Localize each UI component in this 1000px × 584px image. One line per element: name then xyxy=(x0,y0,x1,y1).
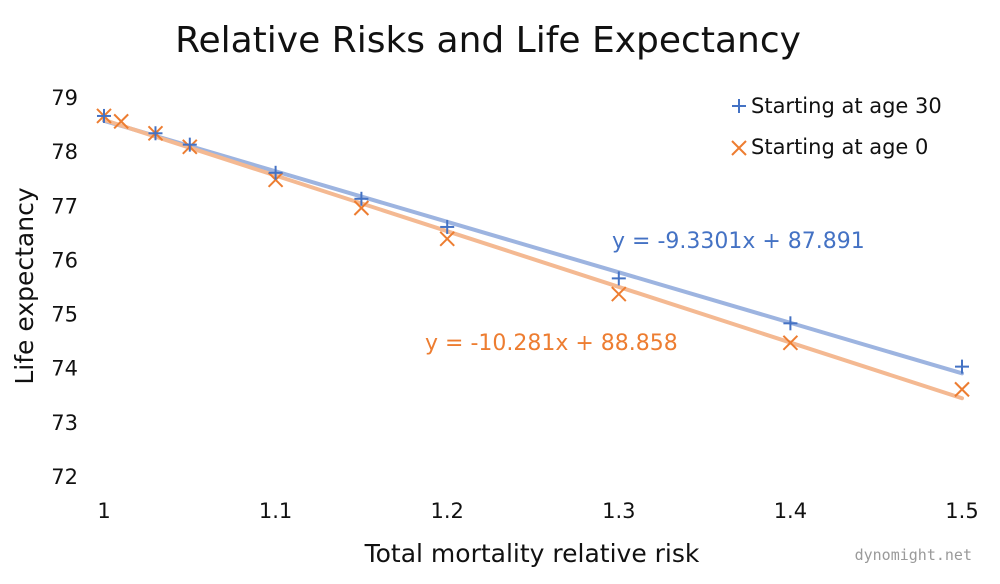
legend-label-age-0: Starting at age 0 xyxy=(751,135,928,159)
trendline-age-0 xyxy=(104,120,962,398)
y-axis-label: Life expectancy xyxy=(10,187,39,384)
x-tick-label: 1 xyxy=(97,499,110,523)
trendlines xyxy=(104,120,962,398)
chart-title: Relative Risks and Life Expectancy xyxy=(175,20,801,61)
y-tick-label: 78 xyxy=(51,140,78,164)
legend-x-marker xyxy=(732,141,746,155)
data-point-age-0 xyxy=(955,382,969,396)
x-tick-label: 1.3 xyxy=(602,499,635,523)
legend-plus-marker xyxy=(732,99,746,113)
y-axis-ticks: 72 73 74 75 76 77 78 79 xyxy=(51,86,78,489)
y-tick-label: 76 xyxy=(51,248,78,272)
x-tick-label: 1.5 xyxy=(945,499,978,523)
y-tick-label: 73 xyxy=(51,411,78,435)
trendline-equation-age-30: y = -9.3301x + 87.891 xyxy=(612,229,865,254)
x-axis-label: Total mortality relative risk xyxy=(364,539,700,568)
y-tick-label: 72 xyxy=(51,465,78,489)
watermark: dynomight.net xyxy=(855,546,972,564)
legend: Starting at age 30 Starting at age 0 xyxy=(732,94,942,159)
y-tick-label: 77 xyxy=(51,194,78,218)
trendline-equation-age-0: y = -10.281x + 88.858 xyxy=(425,331,678,356)
x-tick-label: 1.4 xyxy=(774,499,807,523)
x-tick-label: 1.1 xyxy=(259,499,292,523)
x-tick-label: 1.2 xyxy=(430,499,463,523)
data-point-age-30 xyxy=(783,316,797,330)
legend-marker-plus xyxy=(732,99,746,113)
data-point-age-0 xyxy=(612,287,626,301)
y-tick-label: 75 xyxy=(51,303,78,327)
y-tick-label: 79 xyxy=(51,86,78,110)
y-tick-label: 74 xyxy=(51,357,78,381)
legend-label-age-30: Starting at age 30 xyxy=(751,94,942,118)
legend-marker-x xyxy=(732,141,746,155)
data-point-age-0 xyxy=(440,232,454,246)
x-axis-ticks: 1 1.1 1.2 1.3 1.4 1.5 xyxy=(97,499,978,523)
